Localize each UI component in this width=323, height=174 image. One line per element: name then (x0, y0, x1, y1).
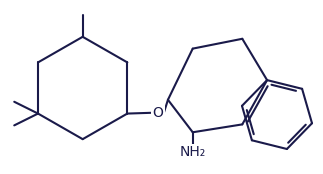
Text: NH₂: NH₂ (180, 145, 206, 159)
Text: O: O (152, 106, 163, 120)
